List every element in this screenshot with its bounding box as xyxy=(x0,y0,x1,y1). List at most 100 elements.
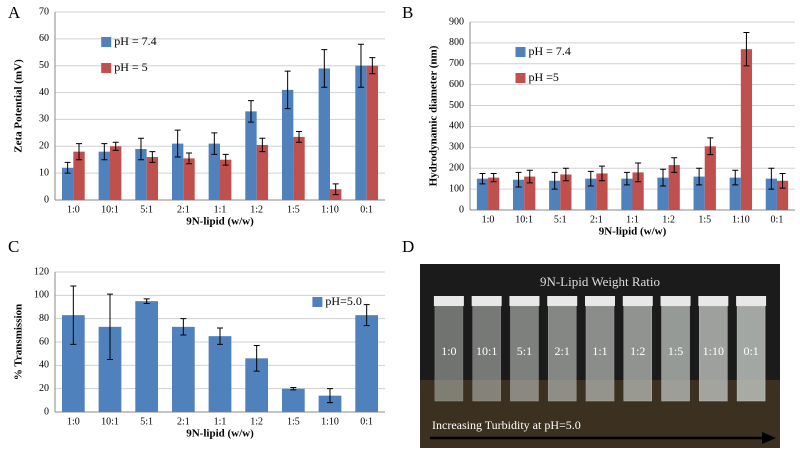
bar xyxy=(355,315,379,412)
cuvette xyxy=(472,305,501,402)
x-tick-label: 1:1 xyxy=(626,214,639,225)
bar xyxy=(776,180,789,210)
error-bar xyxy=(671,157,678,173)
cuvette xyxy=(434,305,464,402)
y-tick-label: 0 xyxy=(44,194,49,205)
error-bar xyxy=(562,167,569,182)
x-tick-label: 1:5 xyxy=(287,204,300,215)
bar xyxy=(183,158,195,200)
y-tick-label: 100 xyxy=(34,290,49,301)
bar xyxy=(61,167,74,200)
bar xyxy=(256,144,269,200)
x-tick-label: 1:5 xyxy=(698,214,711,225)
error-bar xyxy=(598,165,605,182)
bar xyxy=(146,157,159,200)
photo-caption: Increasing Turbidity at pH=5.0 xyxy=(432,418,581,432)
error-bar xyxy=(253,345,260,372)
bar xyxy=(171,326,195,412)
cuvette-cap xyxy=(698,296,729,306)
error-bar xyxy=(587,170,594,187)
legend-swatch xyxy=(515,47,526,57)
bar xyxy=(98,326,122,412)
error-bar xyxy=(222,153,229,166)
error-bar xyxy=(76,143,83,161)
error-bar xyxy=(696,167,703,186)
bar xyxy=(245,111,257,200)
x-tick-label: 10:1 xyxy=(101,204,119,215)
legend-label: pH = 7.4 xyxy=(529,44,571,58)
legend-label: pH = 7.4 xyxy=(114,34,156,48)
error-bar xyxy=(768,167,775,190)
x-tick-label: 1:1 xyxy=(214,204,227,215)
y-tick-label: 500 xyxy=(449,100,464,111)
x-tick-label: 1:1 xyxy=(214,416,227,427)
error-bar xyxy=(211,132,218,155)
x-tick-label: 0:1 xyxy=(771,214,784,225)
bar xyxy=(560,174,572,210)
error-bar xyxy=(101,143,108,161)
cuvette-label: 1:2 xyxy=(630,344,645,358)
cuvette-label: 2:1 xyxy=(555,344,570,358)
y-tick-label: 60 xyxy=(39,336,49,347)
bar xyxy=(220,159,232,200)
error-bar xyxy=(779,172,786,189)
error-bar xyxy=(623,171,630,186)
x-tick-label: 1:0 xyxy=(67,416,80,427)
y-tick-label: 20 xyxy=(39,383,49,394)
y-tick-label: 900 xyxy=(449,16,464,27)
x-tick-label: 2:1 xyxy=(177,416,190,427)
error-bar xyxy=(327,388,333,404)
arrow-head xyxy=(762,432,776,444)
y-tick-label: 50 xyxy=(39,60,49,71)
x-tick-label: 10:1 xyxy=(101,416,119,427)
cuvette-cap xyxy=(433,296,464,306)
panel-label: A xyxy=(8,3,21,22)
bar xyxy=(632,172,644,210)
y-tick-label: 120 xyxy=(34,266,49,277)
bar xyxy=(281,388,305,412)
x-tick-label: 5:1 xyxy=(554,214,567,225)
error-bar xyxy=(247,100,254,123)
error-bar xyxy=(551,171,558,190)
cuvette xyxy=(585,305,615,402)
error-bar xyxy=(479,172,486,185)
x-axis-title: 9N-lipid (w/w) xyxy=(186,428,254,440)
error-bar xyxy=(174,129,181,158)
error-bar xyxy=(259,137,266,153)
cuvette xyxy=(736,305,766,402)
cuvette xyxy=(623,305,653,402)
cuvette-cap xyxy=(622,296,653,306)
error-bar xyxy=(635,162,642,183)
y-tick-label: 700 xyxy=(449,58,464,69)
bar xyxy=(621,178,633,210)
error-bar xyxy=(357,43,364,88)
bar xyxy=(668,165,680,210)
error-bar xyxy=(137,137,144,161)
bar xyxy=(740,49,753,211)
legend-swatch xyxy=(101,37,112,47)
cuvette-cap xyxy=(471,296,502,306)
legend-swatch xyxy=(101,63,112,73)
x-axis-title: 9N-lipid (w/w) xyxy=(186,216,254,228)
error-bar xyxy=(526,169,533,184)
x-tick-label: 1:10 xyxy=(321,416,339,427)
cuvette-cap xyxy=(660,296,691,306)
y-tick-label: 0 xyxy=(44,406,49,417)
bar xyxy=(488,177,500,210)
bar xyxy=(171,143,184,200)
y-tick-label: 0 xyxy=(459,204,464,215)
legend-swatch xyxy=(312,297,323,307)
error-bar xyxy=(143,298,150,304)
bar xyxy=(73,151,85,200)
x-tick-label: 0:1 xyxy=(360,416,373,427)
bar xyxy=(208,143,220,200)
bar xyxy=(585,178,597,210)
bar xyxy=(366,65,379,200)
cuvette-label: 5:1 xyxy=(517,344,532,358)
bar xyxy=(110,146,122,200)
error-bar xyxy=(660,168,667,187)
cuvette-label: 1:10 xyxy=(703,344,724,358)
bar xyxy=(135,301,159,412)
x-tick-label: 1:5 xyxy=(287,416,300,427)
